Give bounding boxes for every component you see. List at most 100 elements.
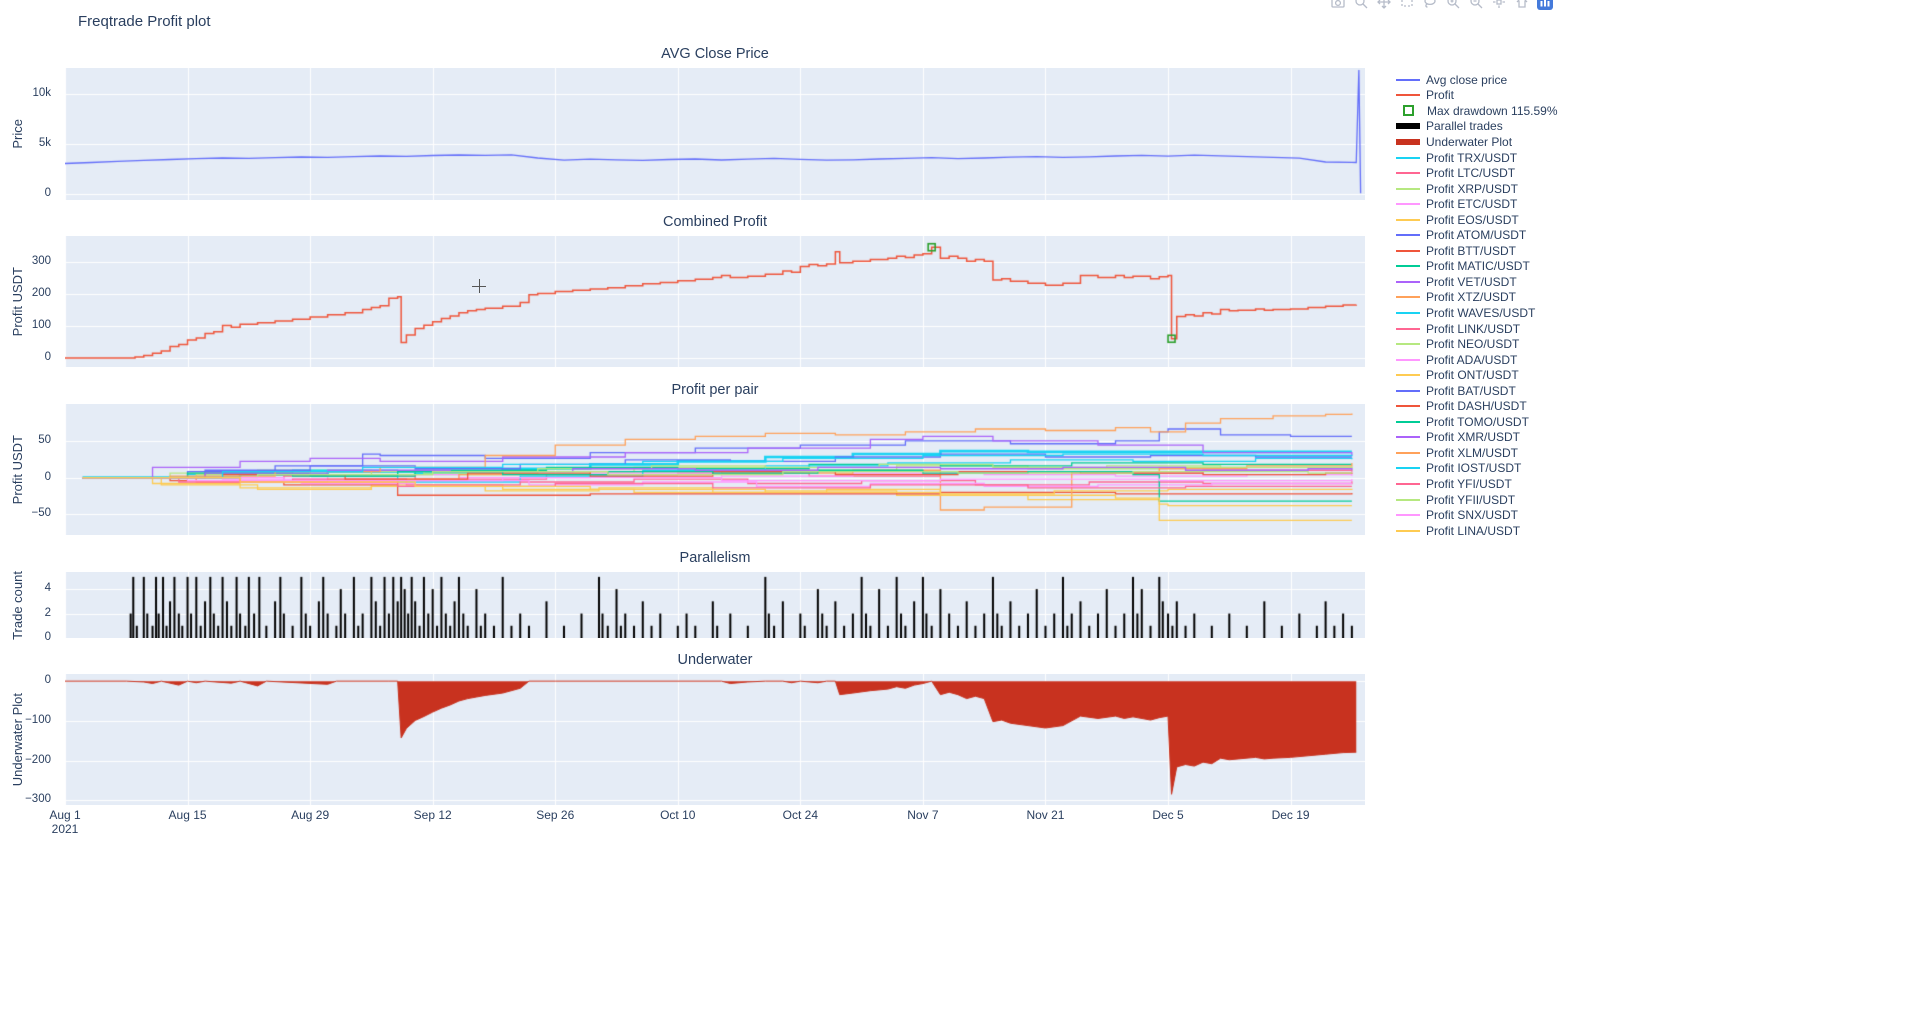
y-tick-label: −200 <box>25 753 51 766</box>
legend-item[interactable]: Profit XRP/USDT <box>1396 181 1566 197</box>
legend-swatch-icon <box>1396 343 1420 346</box>
legend-swatch-icon <box>1396 280 1420 283</box>
x-tick-label: Aug 29 <box>291 808 330 822</box>
legend-item[interactable]: Max drawdown 115.59% <box>1396 103 1566 119</box>
legend-swatch-icon <box>1396 467 1420 470</box>
legend-item[interactable]: Profit WAVES/USDT <box>1396 305 1566 321</box>
legend-item[interactable]: Profit MATIC/USDT <box>1396 259 1566 275</box>
page-title: Freqtrade Profit plot <box>78 13 211 30</box>
legend-item[interactable]: Profit SNX/USDT <box>1396 507 1566 523</box>
legend-item[interactable]: Profit TOMO/USDT <box>1396 414 1566 430</box>
legend-item[interactable]: Profit BTT/USDT <box>1396 243 1566 259</box>
legend-item[interactable]: Profit LINK/USDT <box>1396 321 1566 337</box>
legend-label: Profit ATOM/USDT <box>1426 228 1527 243</box>
legend-swatch-icon <box>1396 203 1420 206</box>
legend-item[interactable]: Profit XLM/USDT <box>1396 445 1566 461</box>
legend-swatch-icon <box>1396 514 1420 517</box>
subplot-title-avg-close-price: AVG Close Price <box>661 46 769 62</box>
legend-item[interactable]: Profit YFII/USDT <box>1396 492 1566 508</box>
legend-swatch-icon <box>1396 234 1420 237</box>
y-tick-label: 100 <box>31 318 51 331</box>
legend-swatch-icon <box>1396 482 1420 485</box>
legend-item[interactable]: Profit ADA/USDT <box>1396 352 1566 368</box>
legend-item[interactable]: Profit ETC/USDT <box>1396 196 1566 212</box>
underwater-plot-area[interactable] <box>65 674 1365 805</box>
plotly-logo-icon[interactable] <box>1536 0 1554 11</box>
legend-swatch-icon <box>1396 374 1420 377</box>
subplot-combined-profit: Combined Profit Profit USDT 0 100 200 300 <box>10 214 1365 367</box>
x-tick-label: Sep 26 <box>536 808 575 822</box>
legend-swatch-icon <box>1396 78 1420 81</box>
legend-swatch-icon <box>1396 156 1420 159</box>
legend-item[interactable]: Profit XMR/USDT <box>1396 430 1566 446</box>
box-select-icon[interactable] <box>1398 0 1416 11</box>
legend-item[interactable]: Profit BAT/USDT <box>1396 383 1566 399</box>
x-tick-label: Aug 1 2021 <box>49 808 81 836</box>
legend-swatch-icon <box>1396 311 1420 314</box>
legend-label: Profit NEO/USDT <box>1426 337 1520 352</box>
camera-icon[interactable] <box>1329 0 1347 11</box>
legend-item[interactable]: Profit <box>1396 88 1566 104</box>
legend-label: Profit VET/USDT <box>1426 274 1517 289</box>
x-axis-ticks: Aug 1 2021 Aug 15 Aug 29 Sep 12 Sep 26 Oct 10 O… <box>49 808 1365 838</box>
subplot-profit-per-pair: Profit per pair Profit USDT −50 0 50 <box>10 382 1365 535</box>
legend-item[interactable]: Profit TRX/USDT <box>1396 150 1566 166</box>
reset-axes-icon[interactable] <box>1513 0 1531 11</box>
legend-item[interactable]: Profit LTC/USDT <box>1396 165 1566 181</box>
legend-label: Profit BTT/USDT <box>1426 243 1517 258</box>
subplot-title-profit-per-pair: Profit per pair <box>671 382 759 398</box>
legend-item[interactable]: Profit XTZ/USDT <box>1396 290 1566 306</box>
legend-swatch-icon <box>1396 218 1420 221</box>
legend-item[interactable]: Profit NEO/USDT <box>1396 336 1566 352</box>
y-tick-label: −300 <box>25 793 51 806</box>
legend: Avg close price Profit Max drawdown 115.59… <box>1396 72 1566 538</box>
legend-item[interactable]: Profit LINA/USDT <box>1396 523 1566 539</box>
subplot-title-underwater: Underwater <box>677 652 753 668</box>
zoom-in-icon[interactable] <box>1444 0 1462 11</box>
legend-item[interactable]: Profit ONT/USDT <box>1396 367 1566 383</box>
legend-swatch-icon <box>1396 358 1420 361</box>
x-tick-label: Aug 15 <box>168 808 207 822</box>
legend-swatch-icon <box>1396 529 1420 532</box>
x-tick-label: Nov 21 <box>1026 808 1065 822</box>
y-tick-label: 0 <box>44 674 51 687</box>
y-tick-label: 4 <box>44 582 51 595</box>
pan-icon[interactable] <box>1375 0 1393 11</box>
y-tick-label: −50 <box>31 507 51 520</box>
zoom-icon[interactable] <box>1352 0 1370 11</box>
x-tick-label: Nov 7 <box>907 808 939 822</box>
y-tick-label: 10k <box>32 87 51 99</box>
legend-swatch-icon <box>1396 327 1420 330</box>
legend-label: Profit SNX/USDT <box>1426 508 1519 523</box>
legend-swatch-icon <box>1396 94 1420 97</box>
legend-item[interactable]: Profit IOST/USDT <box>1396 461 1566 477</box>
legend-label: Max drawdown 115.59% <box>1427 103 1558 118</box>
y-tick-label: −100 <box>25 713 51 726</box>
legend-label: Profit ONT/USDT <box>1426 368 1519 383</box>
zoom-out-icon[interactable] <box>1467 0 1485 11</box>
legend-label: Underwater Plot <box>1426 134 1513 149</box>
legend-item[interactable]: Avg close price <box>1396 72 1566 88</box>
legend-item[interactable]: Profit DASH/USDT <box>1396 398 1566 414</box>
x-tick-label: Sep 12 <box>413 808 452 822</box>
legend-label: Profit YFII/USDT <box>1426 492 1516 507</box>
perpair-plot-area[interactable] <box>65 404 1365 535</box>
y-tick-label: 0 <box>44 351 51 363</box>
autoscale-icon[interactable] <box>1490 0 1508 11</box>
legend-item[interactable]: Underwater Plot <box>1396 134 1566 150</box>
y-tick-label: 300 <box>31 254 51 267</box>
legend-swatch-icon <box>1396 123 1420 130</box>
parallel-plot-area[interactable] <box>65 572 1365 638</box>
profit-plot-area[interactable] <box>65 236 1365 367</box>
legend-item[interactable]: Parallel trades <box>1396 119 1566 135</box>
legend-item[interactable]: Profit ATOM/USDT <box>1396 227 1566 243</box>
legend-label: Profit DASH/USDT <box>1426 399 1527 414</box>
price-plot-area[interactable] <box>65 68 1365 200</box>
legend-label: Profit XMR/USDT <box>1426 430 1521 445</box>
legend-label: Profit ETC/USDT <box>1426 197 1518 212</box>
legend-item[interactable]: Profit YFI/USDT <box>1396 476 1566 492</box>
legend-label: Profit XRP/USDT <box>1426 181 1519 196</box>
lasso-icon[interactable] <box>1421 0 1439 11</box>
legend-item[interactable]: Profit VET/USDT <box>1396 274 1566 290</box>
legend-item[interactable]: Profit EOS/USDT <box>1396 212 1566 228</box>
